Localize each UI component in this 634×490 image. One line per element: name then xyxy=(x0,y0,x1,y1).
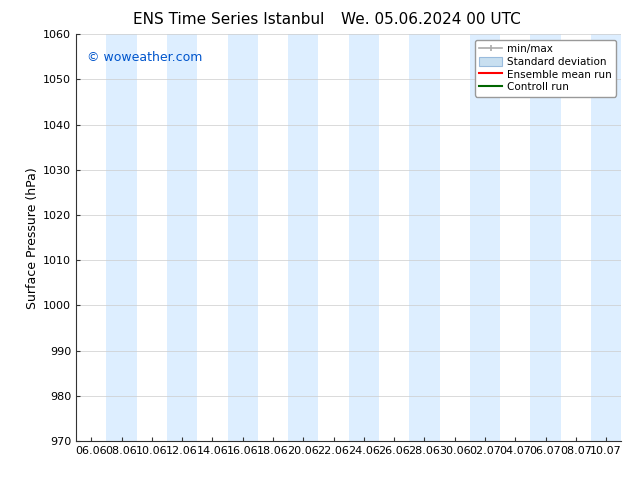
Text: © woweather.com: © woweather.com xyxy=(87,50,202,64)
Text: We. 05.06.2024 00 UTC: We. 05.06.2024 00 UTC xyxy=(341,12,521,27)
Legend: min/max, Standard deviation, Ensemble mean run, Controll run: min/max, Standard deviation, Ensemble me… xyxy=(475,40,616,97)
Bar xyxy=(228,34,258,441)
Bar xyxy=(107,34,137,441)
Bar xyxy=(591,34,621,441)
Bar xyxy=(531,34,560,441)
Bar xyxy=(470,34,500,441)
Bar xyxy=(167,34,197,441)
Y-axis label: Surface Pressure (hPa): Surface Pressure (hPa) xyxy=(26,167,39,309)
Bar xyxy=(410,34,439,441)
Text: ENS Time Series Istanbul: ENS Time Series Istanbul xyxy=(133,12,324,27)
Bar xyxy=(349,34,379,441)
Bar xyxy=(288,34,318,441)
